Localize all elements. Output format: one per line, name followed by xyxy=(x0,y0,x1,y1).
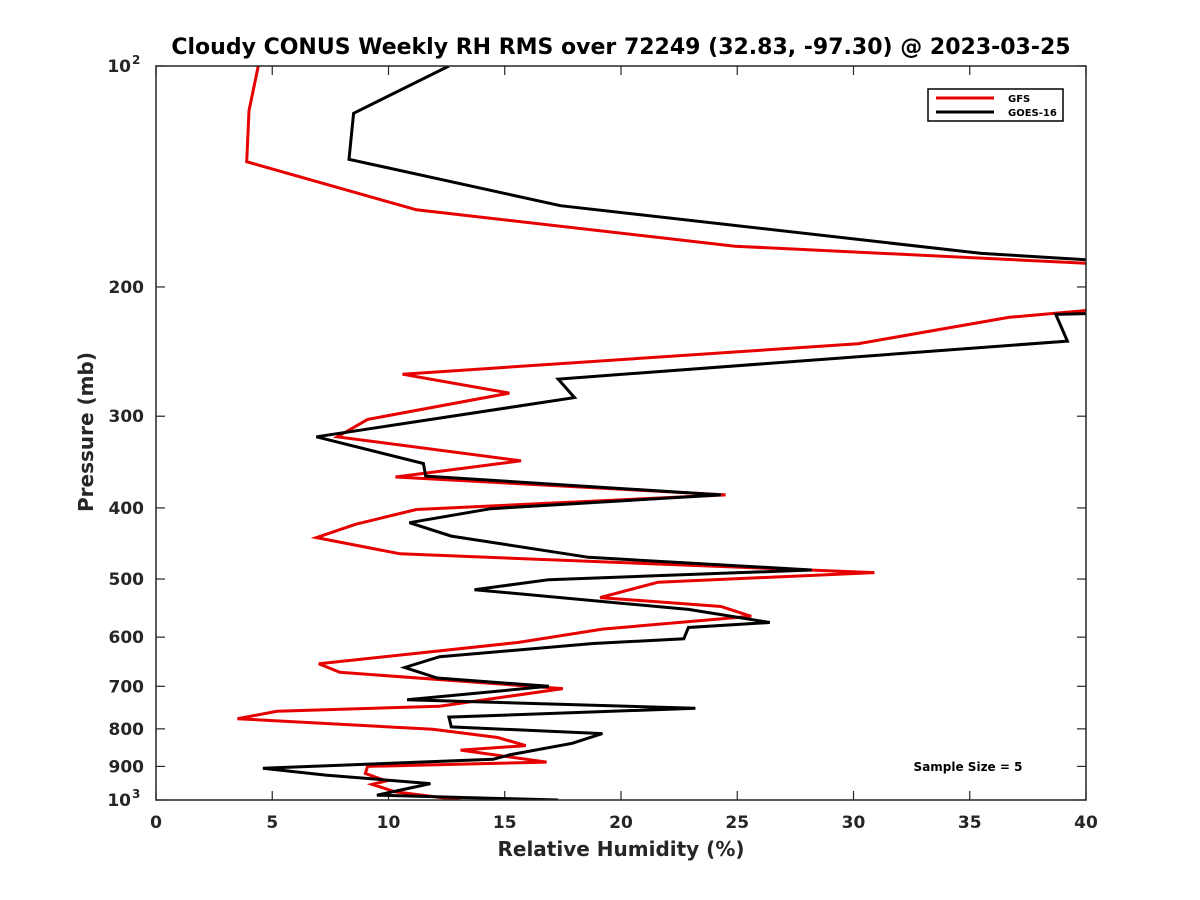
y-tick-label-base: 10 xyxy=(107,791,131,811)
y-axis-label: Pressure (mb) xyxy=(74,352,98,512)
legend: GFS GOES-16 xyxy=(927,88,1064,122)
y-tick-label-exponent: 2 xyxy=(132,53,140,67)
series-layer xyxy=(237,66,1086,800)
x-tick-label: 5 xyxy=(266,813,278,833)
y-tick-label: 300 xyxy=(109,407,145,427)
x-tick-label: 25 xyxy=(725,813,749,833)
y-tick-label: 200 xyxy=(109,278,145,298)
series-line-goes-16 xyxy=(262,66,1086,800)
x-axis-label: Relative Humidity (%) xyxy=(497,837,744,861)
x-tick-label: 20 xyxy=(609,813,633,833)
x-tick-label: 15 xyxy=(493,813,517,833)
legend-label-goes-16: GOES-16 xyxy=(1008,108,1057,119)
y-tick-label: 900 xyxy=(109,757,145,777)
legend-box xyxy=(927,88,1064,122)
y-tick-label-exponent: 3 xyxy=(132,787,140,801)
y-tick-label-base: 10 xyxy=(107,57,131,77)
chart-title: Cloudy CONUS Weekly RH RMS over 72249 (3… xyxy=(171,35,1070,60)
y-tick-label: 500 xyxy=(109,570,145,590)
series-line-gfs xyxy=(237,66,1086,800)
x-tick-label: 0 xyxy=(150,813,162,833)
y-tick-label: 700 xyxy=(109,677,145,697)
x-tick-label: 35 xyxy=(958,813,982,833)
x-tick-label: 40 xyxy=(1074,813,1098,833)
x-tick-label: 30 xyxy=(842,813,866,833)
axes-box xyxy=(155,65,1087,801)
x-tick-label: 10 xyxy=(377,813,401,833)
y-tick-label: 400 xyxy=(109,499,145,519)
legend-label-gfs: GFS xyxy=(1008,94,1030,105)
sample-size-annotation: Sample Size = 5 xyxy=(914,760,1023,774)
y-tick-label: 600 xyxy=(109,628,145,648)
y-tick-label: 800 xyxy=(109,720,145,740)
